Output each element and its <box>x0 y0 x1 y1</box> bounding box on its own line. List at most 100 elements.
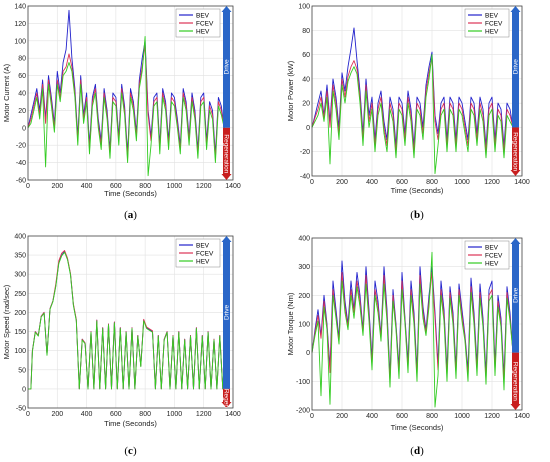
y-tick-label: 0 <box>22 125 26 132</box>
regeneration-label: Regeneration <box>222 134 229 173</box>
x-tick-label: 400 <box>366 413 378 420</box>
regeneration-region-bar <box>512 352 519 406</box>
x-tick-label: 1200 <box>196 183 212 190</box>
legend-entry-fcev: FCEV <box>196 20 214 27</box>
x-tick-label: 1000 <box>167 411 183 418</box>
x-tick-label: 800 <box>426 413 438 420</box>
y-tick-label: 40 <box>302 76 310 83</box>
y-tick-label: 250 <box>14 291 26 298</box>
y-tick-label: 350 <box>14 253 26 260</box>
x-tick-label: 1200 <box>484 413 500 420</box>
x-tick-label: 1400 <box>225 183 241 190</box>
x-tick-label: 0 <box>26 411 30 418</box>
drive-region-bar <box>223 10 230 128</box>
legend-entry-hev: HEV <box>485 260 499 267</box>
regeneration-arrow-icon <box>221 174 232 180</box>
drive-arrow-icon <box>510 238 521 244</box>
chart-panel-d: 0 200 400 600 800 1000 1200 1400 -200 -100 0 100 200… <box>286 236 530 458</box>
y-tick-label: -60 <box>16 178 26 185</box>
x-tick-label: 800 <box>139 183 151 190</box>
y-tick-label: 80 <box>18 56 26 63</box>
x-tick-label: 200 <box>51 183 63 190</box>
drive-label: Drive <box>513 287 520 303</box>
drive-region-bar <box>512 242 519 353</box>
x-tick-label: 200 <box>336 413 348 420</box>
legend-entry-bev: BEV <box>196 12 210 19</box>
chart-panel-b: 0 200 400 600 800 1000 1200 1400 -40 -20 0 20 40 60 80… <box>286 4 530 222</box>
plot-frame <box>311 237 523 411</box>
series-line-hev <box>311 251 518 408</box>
x-tick-label: 600 <box>396 179 408 186</box>
series-line-hev <box>28 251 230 390</box>
y-axis-label: Motor Torque (Nm) <box>286 292 295 355</box>
y-tick-label: 20 <box>302 101 310 108</box>
y-tick-label: 150 <box>14 329 26 336</box>
regeneration-region-bar <box>512 127 519 172</box>
x-tick-label: 600 <box>110 183 122 190</box>
x-tick-label: 400 <box>81 411 93 418</box>
legend-entry-hev: HEV <box>485 28 499 35</box>
drive-arrow-icon <box>510 6 521 12</box>
y-tick-label: 300 <box>298 264 310 271</box>
y-tick-label: 60 <box>18 73 26 80</box>
series-line-hev <box>311 54 518 175</box>
x-tick-label: 200 <box>336 179 348 186</box>
legend-entry-bev: BEV <box>485 244 499 251</box>
panel-caption: (d) <box>410 445 424 457</box>
y-tick-label: 100 <box>14 38 26 45</box>
regeneration-label: Regeneration <box>511 132 518 171</box>
drive-arrow-icon <box>221 6 232 12</box>
x-tick-label: 600 <box>110 411 122 418</box>
y-tick-label: -20 <box>300 149 310 156</box>
x-tick-label: 0 <box>310 179 314 186</box>
y-tick-label: -50 <box>16 406 26 413</box>
y-tick-label: 0 <box>306 350 310 357</box>
series-line-hev <box>27 36 230 177</box>
legend-entry-hev: HEV <box>196 258 210 265</box>
plot-frame <box>27 235 234 409</box>
y-tick-label: 60 <box>302 52 310 59</box>
x-tick-label: 0 <box>26 183 30 190</box>
x-tick-label: 200 <box>51 411 63 418</box>
chart-panel-a: 0 200 400 600 800 1000 1200 1400 -60 -40 -20 0 20 40 6… <box>2 4 241 222</box>
y-tick-label: -100 <box>296 379 310 386</box>
x-tick-label: 800 <box>426 179 438 186</box>
y-tick-label: 400 <box>298 236 310 243</box>
y-tick-label: 80 <box>302 28 310 35</box>
panel-caption: (b) <box>410 209 424 221</box>
x-tick-label: 600 <box>396 413 408 420</box>
y-tick-label: 120 <box>14 21 26 28</box>
x-axis-label: Time (Seconds) <box>391 186 444 195</box>
x-tick-label: 1400 <box>225 411 241 418</box>
drive-arrow-icon <box>221 236 232 242</box>
y-tick-label: -40 <box>300 174 310 181</box>
x-tick-label: 800 <box>139 411 151 418</box>
x-tick-label: 1000 <box>454 179 470 186</box>
y-tick-label: 40 <box>18 91 26 98</box>
y-axis-label: Motor Current (A) <box>2 63 11 122</box>
x-axis-label: Time (Seconds) <box>104 189 157 198</box>
regeneration-region-bar <box>223 127 230 176</box>
y-tick-label: 20 <box>18 108 26 115</box>
drive-label: Drive <box>513 59 520 75</box>
x-axis-label: Time (Seconds) <box>104 419 157 428</box>
y-tick-label: 0 <box>22 386 26 393</box>
legend-entry-bev: BEV <box>485 12 499 19</box>
drive-label: Drive <box>224 304 231 320</box>
x-tick-label: 1400 <box>514 413 530 420</box>
y-tick-label: 50 <box>18 367 26 374</box>
regeneration-label: Regen <box>222 389 229 409</box>
y-tick-label: -40 <box>16 160 26 167</box>
panel-caption: (a) <box>124 209 137 221</box>
x-tick-label: 1400 <box>514 179 530 186</box>
y-tick-label: 140 <box>14 4 26 11</box>
y-tick-label: 400 <box>14 234 26 241</box>
x-tick-label: 0 <box>310 413 314 420</box>
y-axis-label: Motor Power (kW) <box>286 60 295 121</box>
x-tick-label: 400 <box>366 179 378 186</box>
panel-caption: (c) <box>124 445 137 457</box>
regeneration-region-bar <box>223 388 230 404</box>
plot-frame <box>311 5 523 177</box>
y-tick-label: 100 <box>298 4 310 11</box>
